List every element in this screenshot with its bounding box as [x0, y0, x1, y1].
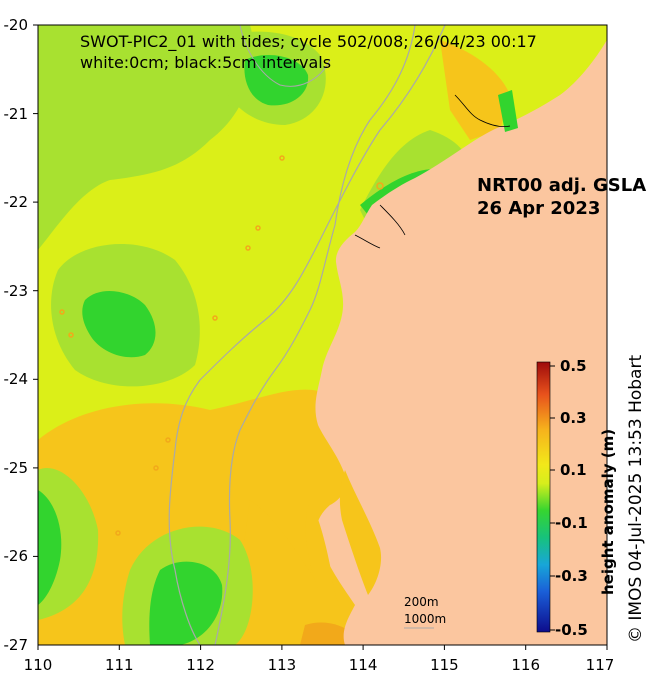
- swot-coast-detail: [354, 94, 511, 249]
- australia-landmass: [315, 25, 607, 645]
- track-marker: [59, 309, 65, 315]
- bathymetry-coastal-contour: [239, 25, 331, 87]
- colorbar-tick-label: -0.3: [555, 567, 588, 585]
- bathymetry-legend: 200m 1000m: [404, 595, 446, 629]
- x-tick-label: 116: [511, 656, 540, 674]
- map-title-line1: SWOT-PIC2_01 with tides; cycle 502/008; …: [80, 32, 537, 52]
- colorbar-title: height anomaly (m): [599, 429, 617, 595]
- sla-contour-orange-north: [440, 40, 510, 140]
- swot-swath-patch: [498, 90, 518, 132]
- sla-contour-dark-orange: [300, 622, 355, 645]
- plot-frame: [37, 24, 608, 646]
- exmouth-gulf: [339, 470, 382, 595]
- track-marker: [165, 437, 171, 443]
- y-tick-label: -20: [4, 16, 29, 34]
- bathymetry-1000m-contour: [168, 25, 446, 645]
- x-tick-label: 112: [186, 656, 215, 674]
- plot-area: [38, 25, 607, 645]
- colorbar-gradient: [536, 361, 551, 633]
- bathymetry-200m-contour: [214, 25, 416, 645]
- y-tick-label: -25: [4, 459, 29, 477]
- map-title-line2: white:0cm; black:5cm intervals: [80, 53, 331, 72]
- y-tick-labels: -20 -21 -22 -23 -24 -25 -26 -27: [4, 16, 29, 654]
- x-tick-labels: 110 111 112 113 114 115 116 117: [24, 656, 615, 674]
- track-marker: [153, 465, 159, 471]
- product-date: 26 Apr 2023: [477, 198, 600, 219]
- y-tick-label: -21: [4, 105, 29, 123]
- x-tick-label: 110: [24, 656, 53, 674]
- colorbar-tick-label: -0.1: [555, 514, 588, 532]
- track-marker: [376, 182, 384, 190]
- track-marker: [245, 245, 251, 251]
- x-axis: [37, 645, 608, 650]
- x-tick-label: 113: [268, 656, 297, 674]
- track-marker: [255, 225, 261, 231]
- track-marker: [279, 155, 285, 161]
- credit-text: © IMOS 04-Jul-2025 13:53 Hobart: [626, 355, 646, 643]
- y-axis: [33, 24, 38, 557]
- sla-contour-orange-south-east: [230, 500, 350, 645]
- sla-contour-green-mid: [82, 290, 156, 358]
- y-tick-label: -26: [4, 547, 29, 565]
- track-marker: [212, 315, 218, 321]
- shark-bay: [305, 500, 345, 625]
- y-tick-label: -22: [4, 193, 29, 211]
- colorbar-tick-label: 0.5: [560, 357, 587, 375]
- sla-contour-green-south: [149, 561, 223, 645]
- sla-contour-green-south-west: [38, 490, 62, 605]
- colorbar: 0.5 0.3 0.1 -0.1 -0.3 -0.5 height anomal…: [536, 357, 617, 639]
- track-marker: [115, 530, 121, 536]
- track-marker: [68, 332, 74, 338]
- colorbar-tick-label: 0.1: [560, 461, 587, 479]
- altimeter-track-markers: [59, 155, 384, 536]
- x-tick-label: 115: [430, 656, 459, 674]
- x-tick-label: 117: [586, 656, 615, 674]
- sla-contour-green-north: [244, 55, 309, 106]
- x-tick-label: 111: [105, 656, 134, 674]
- colorbar-tick-label: 0.3: [560, 409, 587, 427]
- x-tick-label: 114: [349, 656, 378, 674]
- product-label: NRT00 adj. GSLA: [477, 175, 646, 196]
- bathymetry-legend-200m: 200m: [404, 595, 439, 609]
- bathymetry-legend-1000m: 1000m: [404, 612, 446, 626]
- sla-contour-light-green-west: [38, 25, 254, 250]
- y-tick-label: -27: [4, 636, 29, 654]
- colorbar-tick-label: -0.5: [555, 621, 588, 639]
- y-tick-label: -24: [4, 370, 29, 388]
- y-tick-label: -23: [4, 282, 29, 300]
